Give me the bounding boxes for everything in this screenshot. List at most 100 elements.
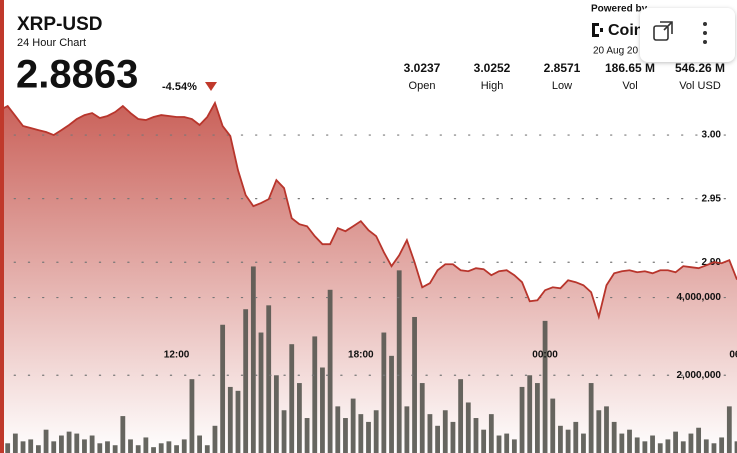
volume-bar [373,410,379,453]
volume-bar [412,316,417,453]
volume-bar [181,439,187,453]
volume-bar [304,418,310,453]
stat-value: 186.65 M [605,61,655,75]
stat-label: Vol USD [679,80,721,92]
brand: Coin [608,22,644,39]
volume-bar [51,441,57,453]
volume-bar [581,433,586,453]
volume-bar [158,443,164,453]
volume-bar [665,439,671,453]
volume-bar [619,433,625,453]
volume-bar [227,386,233,453]
volume-bar [396,270,402,453]
price-area [0,103,737,453]
volume-bar [435,425,440,453]
volume-bar [627,429,632,453]
volume-bar [35,445,41,453]
volume-bar [112,445,118,453]
price-line [0,100,737,321]
volume-bar [350,398,356,453]
volume-bar [135,445,141,453]
volume-bar [404,406,410,453]
volume-bar [266,305,272,453]
toolbar [640,8,735,62]
volume-bar [43,429,49,453]
volume-bar [281,410,287,453]
volume-bar [343,418,348,453]
volume-bar [28,439,34,453]
volume-bar [504,433,510,453]
volume-bar [488,414,494,453]
x-tick-label: 18:00 [348,350,374,361]
volume-bar [588,383,594,453]
volume-bar [719,437,725,453]
stat-value: 3.0237 [404,61,441,75]
volume-bar [197,435,203,453]
volume-bar [565,429,571,453]
stat-label: High [481,80,504,92]
volume-bar [481,429,487,453]
volume-bar [82,439,87,453]
volume-bar [273,375,279,453]
price: 2.8863 [16,53,138,97]
volume-bar [573,421,579,453]
volume-bar [97,443,103,453]
volume-bar [534,383,540,453]
volume-bar [12,433,18,453]
volume-bar [496,435,502,453]
change: -4.54% [162,81,197,93]
volume-bar [74,433,80,453]
volume-bar [327,289,333,453]
volume-bar [243,309,249,453]
stat-label: Open [409,80,436,92]
volume-bar [642,441,648,453]
x-tick-label: 00:00 [532,350,558,361]
volume-bar [289,344,295,453]
volume-bar [20,441,26,453]
yticks-label: 3.00 [702,130,722,141]
yticks-label: 2.95 [702,193,722,204]
subtitle: 24 Hour Chart [17,37,86,49]
volume-bar [335,406,341,453]
powered-by: Powered by [591,4,648,15]
volume-bar [419,383,425,453]
volume-bar [312,336,318,453]
volume-bar [458,379,464,453]
x-tick-label: 12:00 [164,350,190,361]
volume-bar [174,445,179,453]
date: 20 Aug 20 [593,46,638,57]
y2ticks-label: 4,000,000 [677,292,722,303]
volume-bar [320,367,325,453]
volume-bar [604,406,609,453]
volume-bar [189,379,195,453]
stat-value: 2.8571 [544,61,581,75]
volume-bar [250,266,256,453]
volume-bar [212,425,218,453]
volume-bar [166,441,172,453]
volume-bar [673,431,678,453]
volume-bar [711,443,717,453]
volume-bar [465,402,471,453]
volume-bar [358,414,364,453]
volume-bar [381,332,387,453]
volume-bar [634,437,640,453]
volume-bar [650,435,655,453]
volume-bar [366,421,371,453]
brand-logo [592,23,603,37]
volume-bar [703,439,709,453]
volume-bar [389,355,394,453]
accent-bar [0,0,4,453]
volume-bar [120,416,126,453]
volume-bar [657,443,663,453]
volume-bar [527,375,533,453]
embed-button[interactable] [653,21,673,41]
volume-bar [151,447,156,453]
volume-bar [204,445,210,453]
volume-bar [105,441,110,453]
menu-button[interactable] [703,22,707,44]
stat-label: Vol [622,80,637,92]
volume-bar [442,410,448,453]
stat-value: 546.26 M [675,61,725,75]
volume-bar [5,443,11,453]
